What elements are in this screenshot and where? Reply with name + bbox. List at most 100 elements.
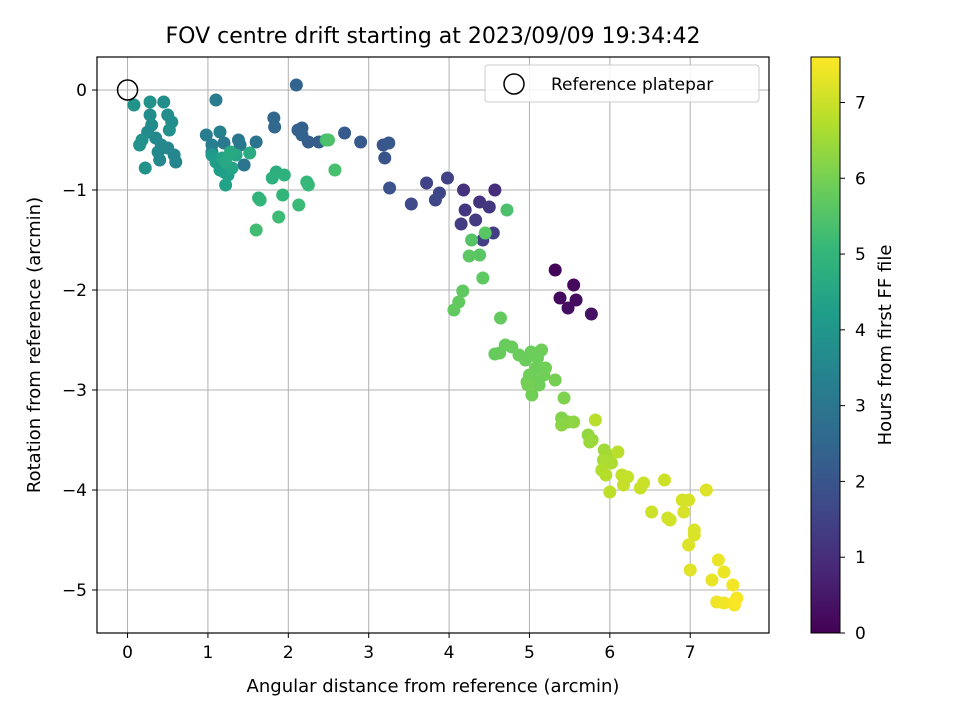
data-point <box>469 213 483 227</box>
data-point <box>555 418 569 432</box>
reference-point-marker <box>116 79 139 101</box>
data-point <box>456 284 470 298</box>
data-point <box>726 578 740 592</box>
data-point <box>567 278 581 292</box>
data-point <box>295 128 309 142</box>
data-point <box>494 311 508 325</box>
data-point <box>209 93 223 107</box>
x-tick-label: 1 <box>203 643 214 663</box>
data-point <box>378 151 392 165</box>
data-point <box>253 193 267 207</box>
data-point <box>151 145 165 159</box>
data-point <box>404 197 418 211</box>
data-point <box>237 158 251 172</box>
data-point <box>567 415 581 429</box>
y-tick-label: 0 <box>76 81 87 101</box>
y-tick-label: −1 <box>62 181 87 201</box>
colorbar-tick-label: 3 <box>855 397 866 417</box>
legend-label: Reference platepar <box>551 75 713 95</box>
y-tick-label: −3 <box>62 381 87 401</box>
data-point <box>267 111 281 125</box>
data-point <box>588 413 602 427</box>
data-point <box>557 391 571 405</box>
colorbar-tick-label: 0 <box>855 624 866 644</box>
y-tick-label: −5 <box>62 581 87 601</box>
colorbar: 0 1 2 3 4 5 6 7 Hours from first FF file <box>810 56 896 644</box>
data-point <box>219 155 233 169</box>
data-point <box>525 388 539 402</box>
data-point <box>699 483 713 497</box>
data-point <box>382 136 396 150</box>
data-point <box>143 95 157 109</box>
colorbar-tick-label: 1 <box>855 548 866 568</box>
data-point <box>604 456 618 470</box>
data-point <box>276 188 290 202</box>
x-tick-label: 6 <box>604 643 615 663</box>
data-point <box>157 95 171 109</box>
data-point <box>322 133 336 147</box>
data-point <box>658 473 672 487</box>
data-point <box>476 271 490 285</box>
data-point <box>162 123 176 137</box>
data-point <box>219 178 233 192</box>
y-axis-ticks: 0 −1 −2 −3 −4 −5 <box>62 81 97 601</box>
data-point <box>548 373 562 387</box>
data-point <box>584 307 598 321</box>
x-tick-label: 7 <box>685 643 696 663</box>
data-point <box>473 195 487 209</box>
data-point <box>447 303 461 317</box>
chart-title: FOV centre drift starting at 2023/09/09 … <box>166 24 701 49</box>
data-point <box>687 528 701 542</box>
y-tick-label: −4 <box>62 481 87 501</box>
grid <box>97 57 769 633</box>
data-point <box>338 126 352 140</box>
colorbar-ticks: 0 1 2 3 4 5 6 7 <box>840 93 866 644</box>
data-point <box>354 135 368 149</box>
colorbar-tick-label: 5 <box>855 245 866 265</box>
colorbar-tick-label: 7 <box>855 93 866 113</box>
x-tick-label: 2 <box>283 643 294 663</box>
y-axis-label: Rotation from reference (arcmin) <box>24 197 45 493</box>
data-point <box>637 476 651 490</box>
colorbar-gradient <box>810 56 841 634</box>
data-point <box>133 138 147 152</box>
data-points <box>116 78 744 612</box>
data-point <box>482 200 496 214</box>
data-point <box>478 226 492 240</box>
data-point <box>532 378 546 392</box>
x-axis-ticks: 0 1 2 3 4 5 6 7 <box>122 633 696 663</box>
data-point <box>569 293 583 307</box>
x-tick-label: 0 <box>122 643 133 663</box>
data-point <box>599 468 613 482</box>
data-point <box>249 135 263 149</box>
data-point <box>143 108 157 122</box>
data-point <box>717 565 731 579</box>
data-point <box>535 343 549 357</box>
data-point <box>500 203 514 217</box>
data-point <box>583 435 597 449</box>
colorbar-label: Hours from first FF file <box>875 245 896 446</box>
x-axis-label: Angular distance from reference (arcmin) <box>247 676 620 697</box>
data-point <box>465 233 479 247</box>
colorbar-tick-label: 2 <box>855 472 866 492</box>
data-point <box>277 168 291 182</box>
data-point <box>521 378 535 392</box>
colorbar-tick-label: 6 <box>855 169 866 189</box>
data-point <box>663 513 677 527</box>
data-point <box>457 183 471 197</box>
x-tick-label: 5 <box>524 643 535 663</box>
data-point <box>603 485 617 499</box>
data-point <box>161 108 175 122</box>
data-point <box>249 223 263 237</box>
data-point <box>711 553 725 567</box>
data-point <box>428 193 442 207</box>
data-point <box>440 171 454 185</box>
data-point <box>217 136 231 150</box>
data-point <box>289 78 303 92</box>
data-point <box>243 146 257 160</box>
colorbar-tick-label: 4 <box>855 321 866 341</box>
data-point <box>462 249 476 263</box>
data-point <box>138 161 152 175</box>
data-point <box>213 125 227 139</box>
